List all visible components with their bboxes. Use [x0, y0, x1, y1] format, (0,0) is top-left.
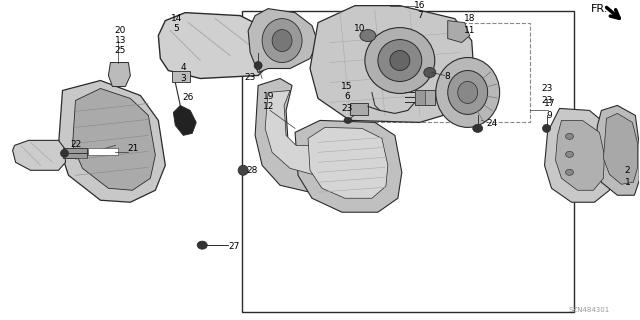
Text: 14: 14: [171, 14, 182, 23]
Text: 4: 4: [180, 63, 186, 72]
Text: SZN484301: SZN484301: [569, 307, 610, 313]
Ellipse shape: [197, 241, 207, 249]
Polygon shape: [13, 140, 65, 170]
Ellipse shape: [424, 68, 436, 77]
Text: 1: 1: [625, 178, 630, 187]
Ellipse shape: [448, 70, 488, 115]
Text: 22: 22: [70, 140, 81, 149]
Polygon shape: [248, 9, 318, 73]
Polygon shape: [108, 62, 131, 86]
Ellipse shape: [566, 133, 573, 140]
Ellipse shape: [543, 124, 550, 132]
Text: 20: 20: [115, 26, 126, 35]
Ellipse shape: [254, 61, 262, 69]
Polygon shape: [545, 108, 611, 202]
Polygon shape: [595, 105, 639, 195]
Text: 2: 2: [625, 166, 630, 175]
Polygon shape: [72, 88, 156, 190]
Text: 15: 15: [341, 82, 353, 91]
Ellipse shape: [360, 29, 376, 42]
Text: 23: 23: [244, 73, 256, 82]
Ellipse shape: [238, 165, 248, 175]
Text: 5: 5: [173, 24, 179, 33]
Polygon shape: [556, 120, 604, 190]
Text: 28: 28: [246, 166, 258, 175]
Ellipse shape: [473, 124, 483, 132]
Bar: [415, 91, 425, 105]
Text: 18: 18: [464, 14, 476, 23]
Ellipse shape: [262, 19, 302, 62]
Text: 11: 11: [464, 26, 476, 35]
Polygon shape: [173, 105, 196, 135]
Text: 27: 27: [228, 242, 240, 251]
Text: FR.: FR.: [591, 4, 608, 14]
Bar: [63, 148, 88, 158]
Ellipse shape: [566, 151, 573, 157]
Ellipse shape: [390, 51, 410, 70]
Polygon shape: [604, 113, 637, 184]
Text: 25: 25: [115, 46, 126, 55]
Text: 7: 7: [417, 11, 422, 20]
Ellipse shape: [378, 40, 422, 82]
Text: 17: 17: [544, 99, 556, 108]
Polygon shape: [308, 127, 388, 198]
Text: 3: 3: [180, 74, 186, 83]
Text: 23: 23: [341, 104, 353, 113]
Ellipse shape: [458, 82, 477, 103]
Text: 26: 26: [182, 93, 194, 102]
Ellipse shape: [61, 149, 68, 157]
Polygon shape: [295, 120, 402, 212]
Polygon shape: [58, 81, 165, 202]
Polygon shape: [255, 78, 340, 192]
Text: 19: 19: [263, 92, 275, 101]
Polygon shape: [158, 12, 268, 78]
Text: 16: 16: [414, 1, 426, 10]
Bar: [242, 11, 575, 312]
Text: 23: 23: [542, 84, 553, 93]
Text: 10: 10: [354, 24, 365, 33]
Text: 24: 24: [486, 119, 497, 128]
Ellipse shape: [272, 29, 292, 52]
Text: 13: 13: [115, 36, 126, 45]
Ellipse shape: [365, 28, 435, 93]
Text: 23: 23: [542, 96, 553, 105]
Bar: [172, 70, 190, 83]
Polygon shape: [448, 20, 470, 43]
Ellipse shape: [344, 117, 352, 124]
Ellipse shape: [436, 58, 500, 127]
Bar: [350, 103, 368, 116]
Text: 8: 8: [445, 72, 451, 81]
Text: 6: 6: [344, 92, 350, 101]
Text: 21: 21: [128, 144, 139, 153]
Bar: [415, 91, 435, 105]
Ellipse shape: [566, 169, 573, 175]
Polygon shape: [310, 6, 475, 123]
Text: 12: 12: [264, 102, 275, 111]
Polygon shape: [265, 91, 330, 174]
Bar: [88, 148, 118, 155]
Text: 9: 9: [547, 111, 552, 120]
Bar: [345, 23, 529, 123]
